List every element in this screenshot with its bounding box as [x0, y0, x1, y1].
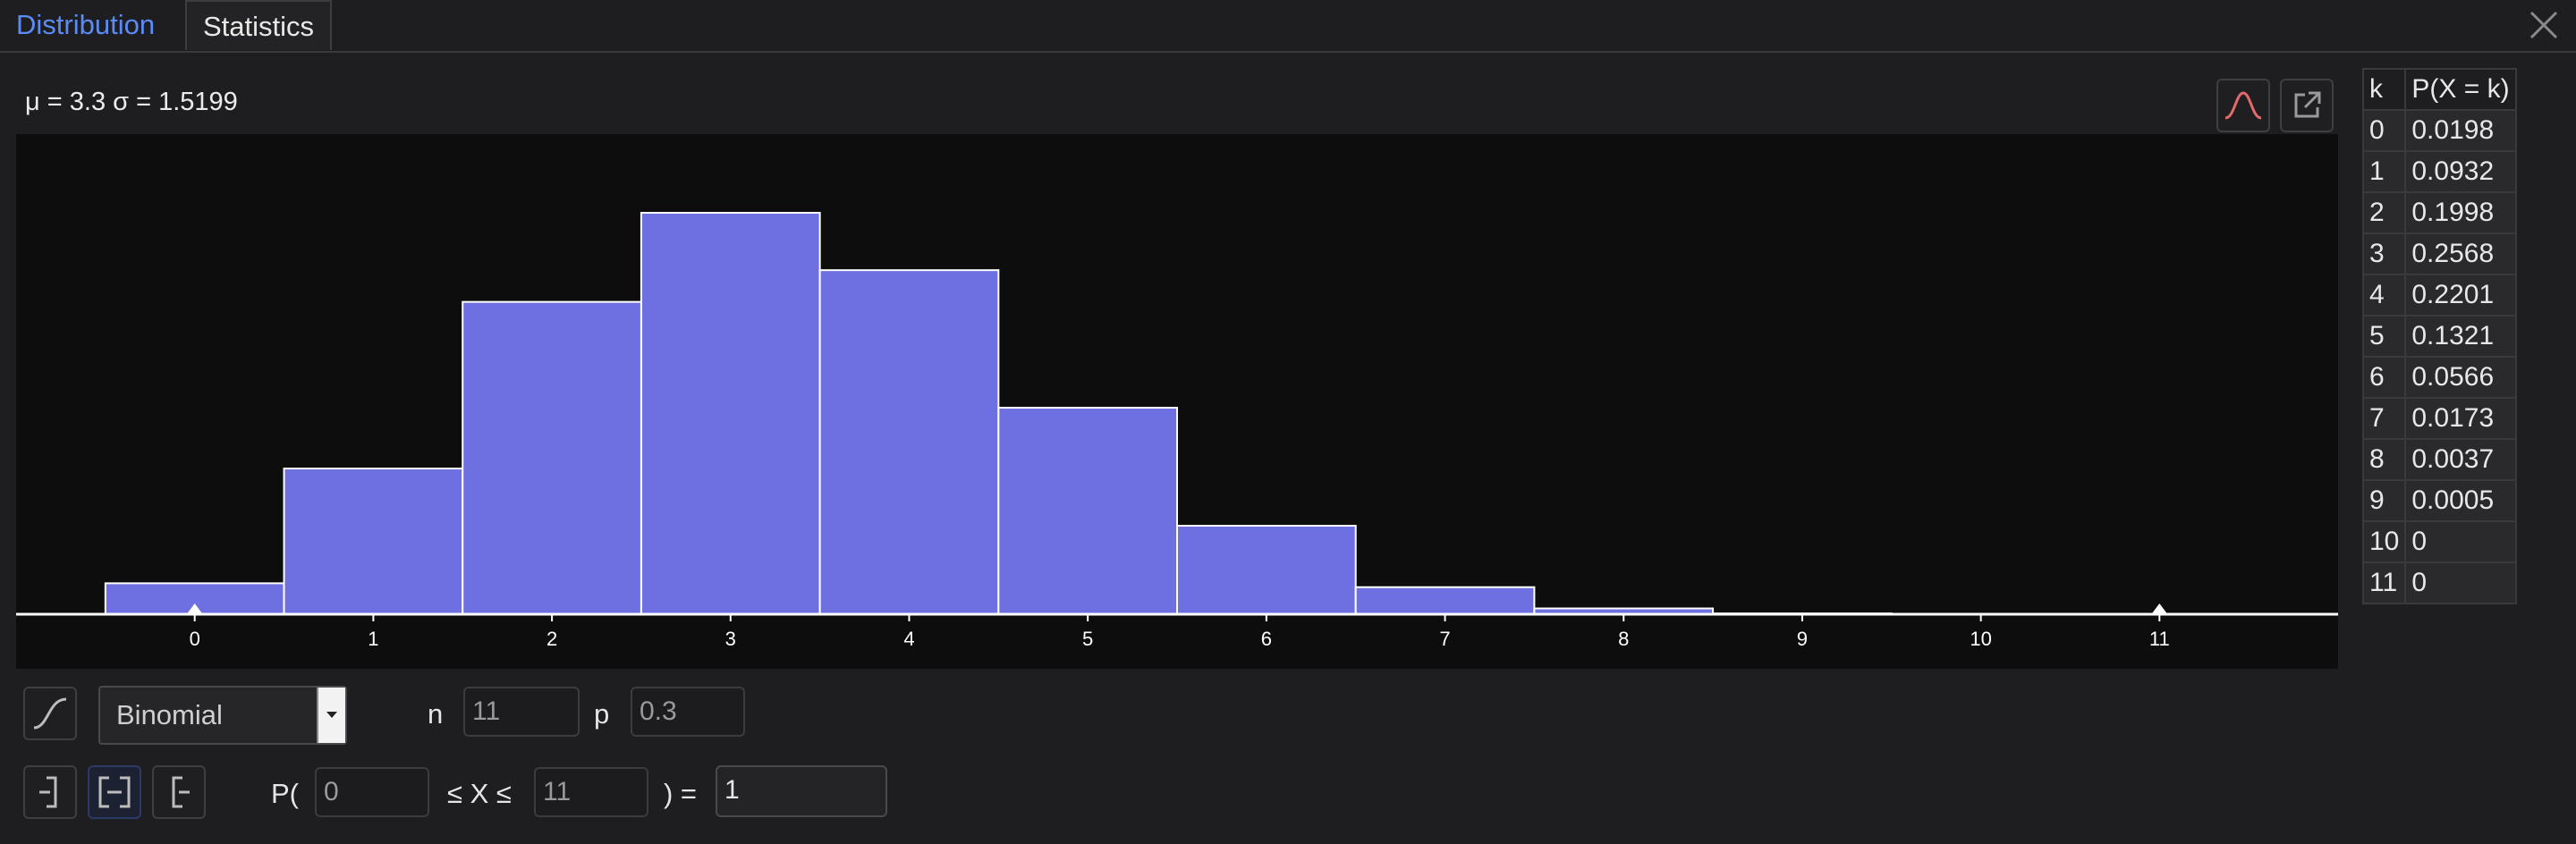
column-header-k: k — [2361, 68, 2407, 111]
probability-cell: 0.0198 — [2404, 109, 2517, 152]
left-sided-icon — [39, 776, 57, 808]
probability-cell: 0.0005 — [2404, 479, 2517, 522]
normal-curve-icon — [2224, 91, 2262, 120]
k-cell: 7 — [2361, 397, 2407, 440]
table-row: 6 0.0566 — [2361, 356, 2517, 399]
k-cell: 8 — [2361, 438, 2407, 481]
bar-k-4 — [818, 269, 1000, 615]
bar-k-1 — [283, 468, 464, 615]
table-row: 0 0.0198 — [2361, 109, 2517, 152]
probability-cell: 0.0932 — [2404, 150, 2517, 193]
export-button[interactable] — [2280, 79, 2334, 132]
probability-prefix: P( — [271, 778, 299, 809]
distribution-select[interactable]: Binomial — [98, 686, 347, 745]
interval-button[interactable] — [88, 765, 141, 819]
bar-k-6 — [1176, 525, 1357, 615]
interval-icon — [98, 776, 131, 808]
distribution-select-value: Binomial — [116, 699, 223, 730]
x-tick-label: 9 — [1797, 628, 1808, 650]
x-tick-label: 2 — [547, 628, 557, 650]
lower-bound-input[interactable]: 0 — [315, 767, 429, 817]
x-tick-label: 1 — [368, 628, 378, 650]
lower-bound-marker[interactable] — [186, 603, 203, 614]
k-cell: 9 — [2361, 479, 2407, 522]
tab-distribution[interactable]: Distribution — [16, 9, 156, 40]
k-cell: 10 — [2361, 520, 2407, 563]
probability-cell: 0 — [2404, 561, 2517, 604]
table-row: 11 0 — [2361, 561, 2517, 604]
probability-cell: 0.1321 — [2404, 315, 2517, 358]
table-row: 3 0.2568 — [2361, 232, 2517, 275]
cumulative-icon — [33, 697, 67, 730]
k-cell: 5 — [2361, 315, 2407, 358]
normal-overlay-button[interactable] — [2216, 79, 2270, 132]
table-row: 4 0.2201 — [2361, 274, 2517, 316]
probability-result: 1 — [716, 765, 887, 817]
probability-cell: 0.0566 — [2404, 356, 2517, 399]
right-sided-button[interactable] — [152, 765, 206, 819]
x-tick-label: 0 — [190, 628, 200, 650]
x-tick-label: 11 — [2149, 628, 2170, 650]
inequality-label: ≤ X ≤ — [447, 778, 512, 809]
bar-k-5 — [997, 407, 1179, 615]
probability-table: k P(X = k) 0 0.0198 1 0.0932 2 0.1998 3 0.2568 4… — [2361, 68, 2517, 604]
k-cell: 11 — [2361, 561, 2407, 604]
bar-k-3 — [640, 212, 821, 615]
close-icon[interactable] — [2524, 5, 2563, 45]
table-row: 1 0.0932 — [2361, 150, 2517, 193]
k-cell: 3 — [2361, 232, 2407, 275]
probability-cell: 0.0173 — [2404, 397, 2517, 440]
k-cell: 0 — [2361, 109, 2407, 152]
right-sided-icon — [172, 776, 190, 808]
parameter-p-label: p — [594, 698, 610, 730]
probability-suffix: ) = — [664, 778, 698, 809]
export-icon — [2294, 91, 2321, 118]
table-row: 8 0.0037 — [2361, 438, 2517, 481]
table-row: 7 0.0173 — [2361, 397, 2517, 440]
x-tick-label: 8 — [1618, 628, 1629, 650]
table-row: 2 0.1998 — [2361, 191, 2517, 234]
parameter-n-label: n — [428, 698, 444, 730]
table-row: 10 0 — [2361, 520, 2517, 563]
probability-cell: 0.1998 — [2404, 191, 2517, 234]
distribution-summary: μ = 3.3 σ = 1.5199 — [25, 88, 238, 116]
chevron-down-icon[interactable] — [317, 688, 345, 743]
x-tick-label: 7 — [1439, 628, 1450, 650]
x-tick-label: 5 — [1082, 628, 1093, 650]
x-tick-label: 6 — [1261, 628, 1272, 650]
k-cell: 2 — [2361, 191, 2407, 234]
probability-cell: 0 — [2404, 520, 2517, 563]
column-header-probability: P(X = k) — [2404, 68, 2517, 111]
cumulative-toggle-button[interactable] — [23, 687, 77, 740]
probability-cell: 0.2201 — [2404, 274, 2517, 316]
x-tick-label: 3 — [725, 628, 736, 650]
table-row: 5 0.1321 — [2361, 315, 2517, 358]
table-header-row: k P(X = k) — [2361, 68, 2517, 111]
bar-k-7 — [1354, 586, 1536, 616]
x-tick-label: 10 — [1970, 628, 1991, 650]
probability-cell: 0.2568 — [2404, 232, 2517, 275]
tab-bar: Distribution Statistics — [0, 0, 2576, 53]
upper-bound-marker[interactable] — [2151, 603, 2168, 614]
k-cell: 1 — [2361, 150, 2407, 193]
parameter-n-input[interactable]: 11 — [463, 687, 580, 737]
tab-statistics[interactable]: Statistics — [185, 0, 333, 50]
k-cell: 4 — [2361, 274, 2407, 316]
left-sided-button[interactable] — [23, 765, 77, 819]
chart-canvas: 0 1 2 3 4 5 6 7 8 9 10 11 — [16, 212, 2338, 650]
x-tick-label: 4 — [903, 628, 914, 650]
table-row: 9 0.0005 — [2361, 479, 2517, 522]
parameter-p-input[interactable]: 0.3 — [631, 687, 745, 737]
probability-cell: 0.0037 — [2404, 438, 2517, 481]
upper-bound-input[interactable]: 11 — [534, 767, 648, 817]
bar-k-2 — [462, 300, 642, 615]
k-cell: 6 — [2361, 356, 2407, 399]
distribution-chart[interactable]: 0 1 2 3 4 5 6 7 8 9 10 11 — [16, 134, 2338, 669]
